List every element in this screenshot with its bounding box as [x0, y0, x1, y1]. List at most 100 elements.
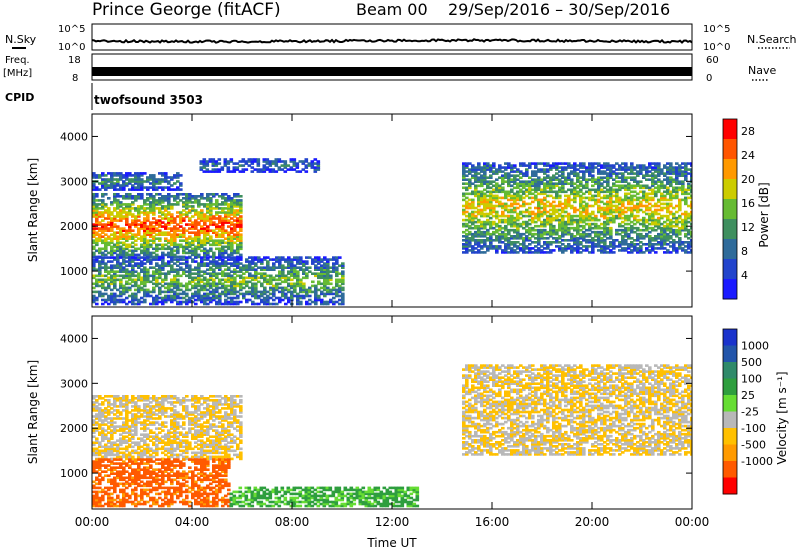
- range-cell: [489, 198, 493, 202]
- range-cell: [275, 282, 279, 286]
- range-cell: [137, 174, 141, 177]
- range-cell: [600, 214, 604, 218]
- range-cell: [275, 286, 279, 290]
- range-cell: [239, 227, 243, 230]
- range-cell: [214, 160, 219, 163]
- range-cell: [320, 290, 324, 294]
- range-cell: [254, 288, 258, 292]
- range-cell: [155, 270, 159, 273]
- range-cell: [675, 216, 679, 220]
- range-cell: [239, 233, 243, 236]
- range-cell: [211, 170, 216, 173]
- range-cell: [690, 235, 692, 238]
- range-cell: [648, 245, 652, 248]
- range-cell: [173, 243, 177, 247]
- range-cell: [609, 243, 613, 246]
- range-cell: [468, 216, 472, 220]
- range-cell: [197, 217, 201, 220]
- range-cell: [209, 260, 213, 263]
- range-cell: [191, 207, 195, 210]
- range-cell: [212, 270, 216, 273]
- range-cell: [582, 232, 586, 236]
- range-cell: [645, 166, 649, 169]
- range-cell: [128, 172, 132, 175]
- range-cell: [134, 296, 138, 300]
- range-cell: [326, 258, 330, 261]
- range-cell: [230, 274, 234, 278]
- beam-label: Beam 00: [356, 0, 428, 19]
- range-cell: [179, 256, 183, 259]
- range-cell: [92, 195, 96, 198]
- range-cell: [194, 245, 198, 249]
- range-cell: [113, 300, 117, 304]
- range-cell: [296, 296, 300, 300]
- range-cell: [149, 280, 153, 284]
- range-cell: [465, 222, 469, 226]
- range-cell: [630, 208, 634, 212]
- range-cell: [104, 300, 108, 304]
- range-cell: [287, 296, 291, 300]
- range-cell: [128, 209, 132, 212]
- range-cell: [119, 298, 123, 302]
- range-cell: [113, 237, 117, 240]
- range-cell: [681, 243, 685, 246]
- range-cell: [546, 243, 550, 246]
- range-cell: [552, 237, 556, 240]
- range-cell: [612, 214, 616, 218]
- range-cell: [615, 204, 619, 208]
- range-cell: [558, 249, 562, 252]
- range-cell: [278, 270, 282, 273]
- range-cell: [263, 258, 267, 261]
- range-cell: [128, 249, 132, 253]
- range-cell: [244, 168, 249, 171]
- range-cell: [152, 286, 156, 290]
- range-cell: [119, 280, 123, 284]
- range-cell: [489, 243, 493, 246]
- range-cell: [113, 278, 117, 282]
- range-cell: [660, 237, 664, 240]
- range-cell: [603, 170, 607, 173]
- range-cell: [140, 205, 144, 208]
- range-cell: [194, 272, 198, 275]
- range-cell: [125, 172, 129, 175]
- range-cell: [179, 219, 183, 222]
- range-cell: [140, 186, 144, 189]
- range-cell: [146, 197, 150, 200]
- range-cell: [591, 241, 595, 244]
- range-cell: [528, 166, 532, 169]
- range-cell: [122, 237, 126, 240]
- range-cell: [471, 174, 475, 177]
- range-cell: [663, 241, 667, 244]
- range-cell: [624, 170, 628, 173]
- range-cell: [185, 237, 189, 240]
- range-cell: [272, 298, 276, 302]
- range-cell: [152, 199, 156, 202]
- range-cell: [621, 212, 625, 216]
- range-cell: [131, 253, 135, 257]
- range-cell: [116, 199, 120, 202]
- range-cell: [507, 228, 511, 232]
- range-cell: [233, 211, 237, 214]
- range-cell: [116, 211, 120, 214]
- range-cell: [660, 182, 664, 185]
- range-cell: [131, 195, 135, 198]
- range-cell: [110, 268, 114, 271]
- range-cell: [236, 221, 240, 224]
- range-cell: [660, 245, 664, 248]
- range-cell: [167, 298, 171, 302]
- range-cell: [621, 186, 625, 190]
- range-cell: [221, 241, 225, 245]
- range-cell: [549, 220, 553, 224]
- range-cell: [564, 230, 568, 234]
- range-cell: [543, 162, 547, 165]
- range-cell: [585, 184, 589, 188]
- range-cell: [242, 282, 246, 286]
- range-cell: [227, 231, 231, 234]
- range-cell: [477, 224, 481, 228]
- range-cell: [302, 296, 306, 300]
- range-cell: [137, 180, 141, 183]
- range-cell: [627, 198, 631, 202]
- range-cell: [239, 262, 243, 265]
- range-cell: [477, 190, 481, 194]
- range-cell: [134, 197, 138, 200]
